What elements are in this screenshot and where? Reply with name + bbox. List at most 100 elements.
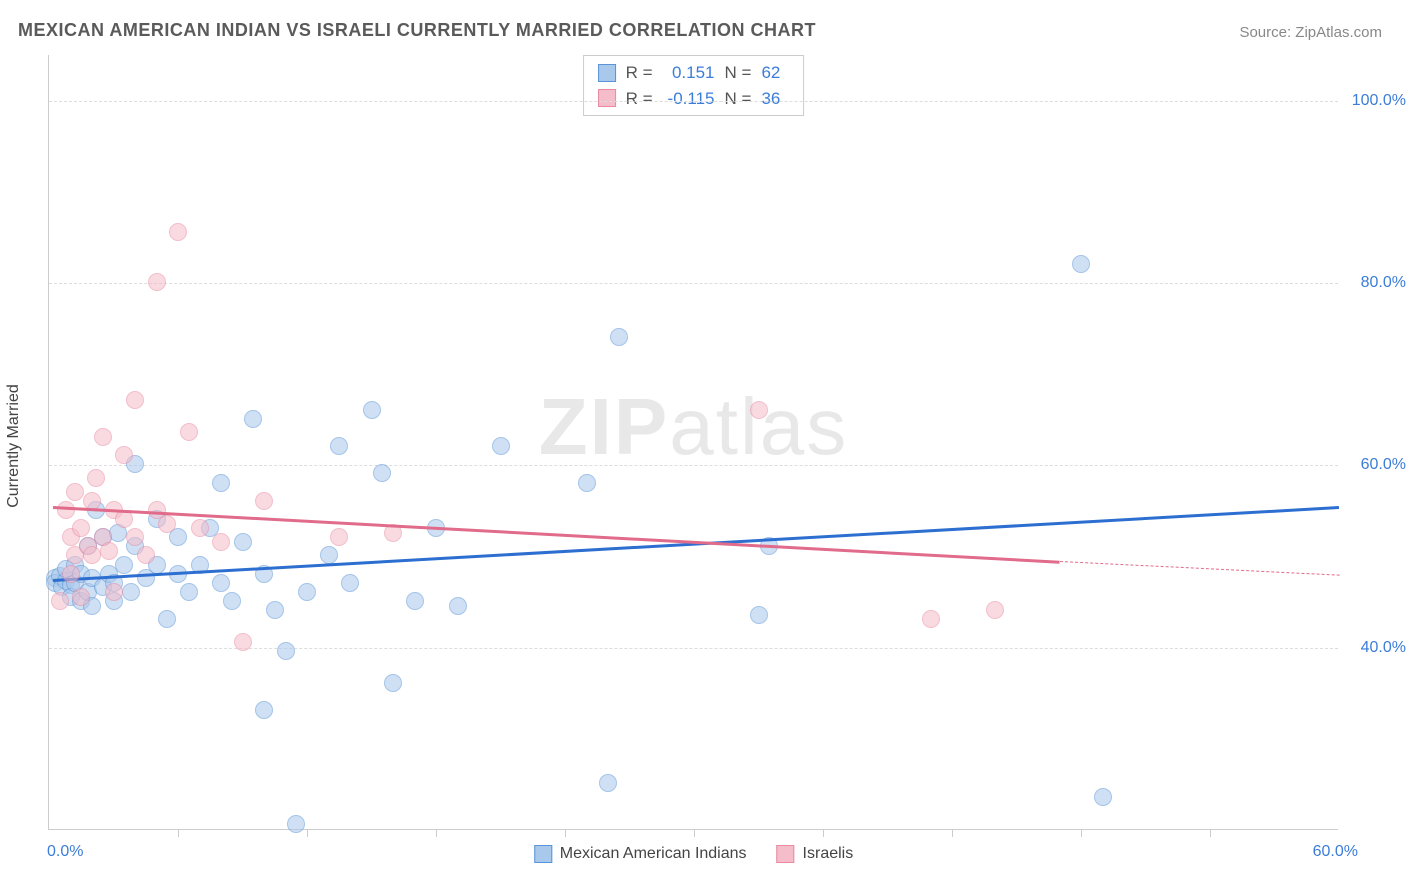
data-point <box>406 592 424 610</box>
n-label: N = <box>725 86 752 112</box>
data-point <box>51 592 69 610</box>
data-point <box>212 533 230 551</box>
data-point <box>180 583 198 601</box>
data-point <box>330 528 348 546</box>
data-point <box>1072 255 1090 273</box>
data-point <box>180 423 198 441</box>
x-tick <box>565 829 566 837</box>
data-point <box>750 401 768 419</box>
data-point <box>330 437 348 455</box>
data-point <box>449 597 467 615</box>
data-point <box>94 428 112 446</box>
series-swatch <box>534 845 552 863</box>
data-point <box>223 592 241 610</box>
data-point <box>72 588 90 606</box>
y-tick-label: 80.0% <box>1346 274 1406 292</box>
data-point <box>66 483 84 501</box>
r-value: -0.115 <box>663 86 715 112</box>
x-tick <box>1210 829 1211 837</box>
series-legend: Mexican American Indians Israelis <box>534 845 853 863</box>
x-max-label: 60.0% <box>1313 843 1358 861</box>
x-tick <box>178 829 179 837</box>
y-tick-label: 100.0% <box>1346 92 1406 110</box>
data-point <box>115 556 133 574</box>
x-tick <box>1081 829 1082 837</box>
data-point <box>298 583 316 601</box>
chart-title: MEXICAN AMERICAN INDIAN VS ISRAELI CURRE… <box>18 20 816 41</box>
data-point <box>234 633 252 651</box>
legend-label: Mexican American Indians <box>560 845 747 863</box>
data-point <box>57 501 75 519</box>
stats-row: R = 0.151 N = 62 <box>598 60 790 86</box>
data-point <box>115 446 133 464</box>
data-point <box>83 546 101 564</box>
chart-container: MEXICAN AMERICAN INDIAN VS ISRAELI CURRE… <box>0 0 1406 892</box>
stats-row: R = -0.115 N = 36 <box>598 86 790 112</box>
data-point <box>137 546 155 564</box>
data-point <box>320 546 338 564</box>
data-point <box>277 642 295 660</box>
data-point <box>234 533 252 551</box>
data-point <box>148 273 166 291</box>
data-point <box>341 574 359 592</box>
data-point <box>287 815 305 833</box>
data-point <box>492 437 510 455</box>
data-point <box>158 515 176 533</box>
plot-area: ZIPatlas R =0.151N =62R =-0.115N =36 0.0… <box>48 55 1338 830</box>
data-point <box>100 542 118 560</box>
n-value: 36 <box>761 86 789 112</box>
watermark: ZIPatlas <box>539 381 848 473</box>
data-point <box>255 492 273 510</box>
data-point <box>62 565 80 583</box>
data-point <box>122 583 140 601</box>
data-point <box>363 401 381 419</box>
x-tick <box>307 829 308 837</box>
data-point <box>1094 788 1112 806</box>
data-point <box>750 606 768 624</box>
data-point <box>212 574 230 592</box>
data-point <box>105 583 123 601</box>
trend-line <box>1059 561 1339 576</box>
data-point <box>126 391 144 409</box>
legend-item: Israelis <box>777 845 854 863</box>
r-value: 0.151 <box>663 60 715 86</box>
data-point <box>158 610 176 628</box>
data-point <box>266 601 284 619</box>
legend-item: Mexican American Indians <box>534 845 747 863</box>
data-point <box>373 464 391 482</box>
data-point <box>384 674 402 692</box>
n-label: N = <box>725 60 752 86</box>
data-point <box>922 610 940 628</box>
y-axis-label: Currently Married <box>5 384 23 508</box>
legend-label: Israelis <box>803 845 854 863</box>
data-point <box>244 410 262 428</box>
n-value: 62 <box>761 60 789 86</box>
x-tick <box>952 829 953 837</box>
r-label: R = <box>626 60 653 86</box>
data-point <box>212 474 230 492</box>
x-min-label: 0.0% <box>47 843 83 861</box>
data-point <box>87 469 105 487</box>
data-point <box>72 519 90 537</box>
x-tick <box>436 829 437 837</box>
y-tick-label: 60.0% <box>1346 456 1406 474</box>
series-swatch <box>598 64 616 82</box>
data-point <box>126 528 144 546</box>
gridline <box>49 101 1338 102</box>
correlation-stats-box: R = 0.151 N = 62 R = -0.115 N = 36 <box>583 55 805 116</box>
series-swatch <box>777 845 795 863</box>
y-tick-label: 40.0% <box>1346 639 1406 657</box>
source-attribution: Source: ZipAtlas.com <box>1239 24 1382 41</box>
gridline <box>49 283 1338 284</box>
x-tick <box>823 829 824 837</box>
data-point <box>191 519 209 537</box>
data-point <box>610 328 628 346</box>
r-label: R = <box>626 86 653 112</box>
gridline <box>49 465 1338 466</box>
data-point <box>599 774 617 792</box>
data-point <box>578 474 596 492</box>
data-point <box>255 701 273 719</box>
data-point <box>169 223 187 241</box>
series-swatch <box>598 89 616 107</box>
data-point <box>986 601 1004 619</box>
